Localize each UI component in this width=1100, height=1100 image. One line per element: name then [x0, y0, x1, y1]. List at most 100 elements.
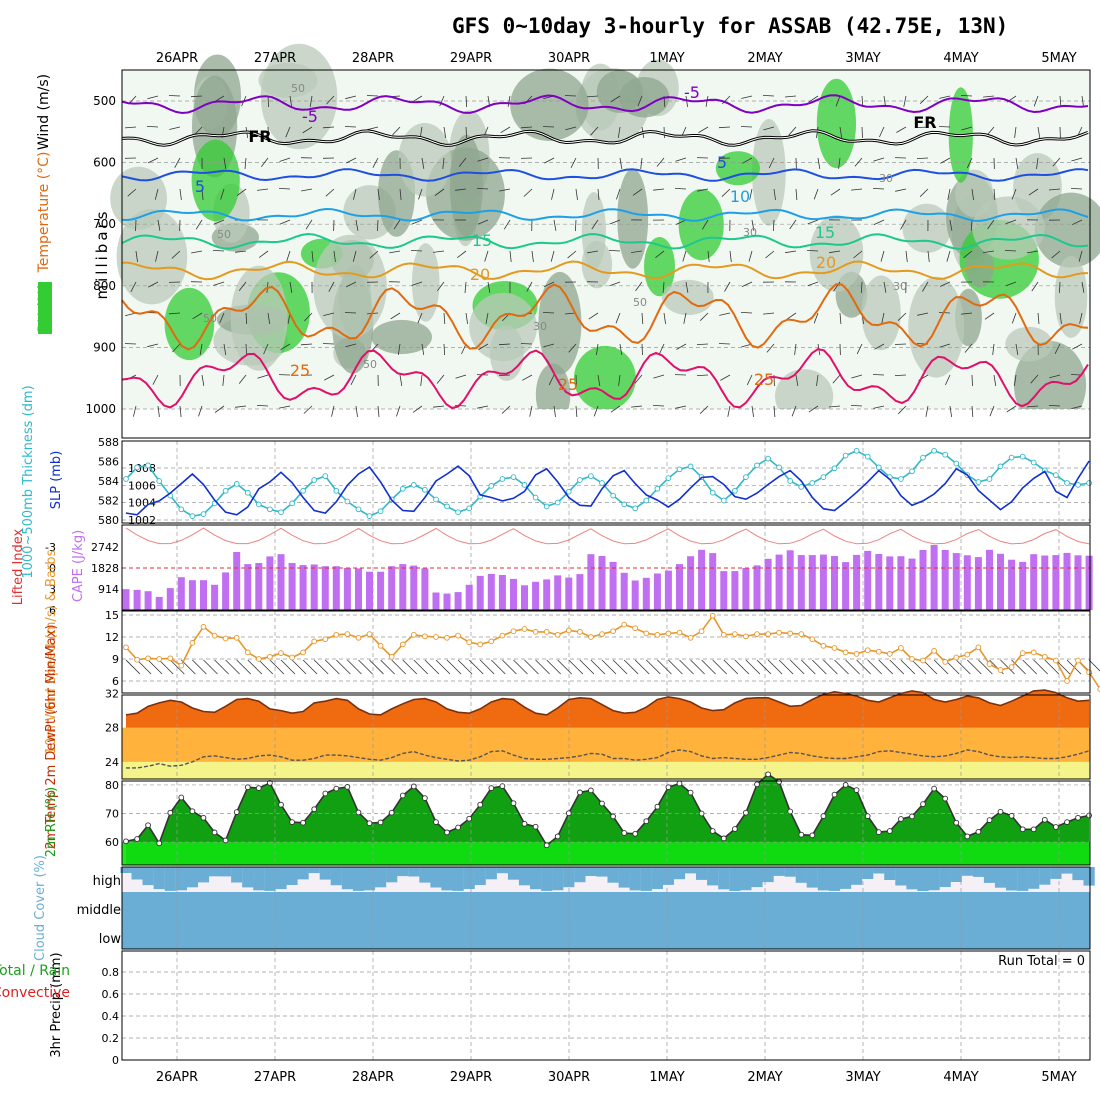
- wind-barb: [1079, 312, 1083, 324]
- top-date-label: 28APR: [352, 51, 394, 66]
- wind-barb: [201, 374, 205, 386]
- wind-barb: [872, 188, 885, 190]
- cloud-high-bar: [375, 867, 387, 888]
- rh-point: [366, 820, 373, 827]
- wind-barb: [124, 343, 137, 345]
- temp-tick: 28: [105, 722, 119, 735]
- rh-point: [355, 809, 362, 816]
- wind-speed-point: [355, 634, 362, 641]
- cape-bar: [709, 553, 717, 610]
- rh-point: [123, 838, 129, 845]
- bottom-date-label: 2MAY: [747, 1070, 782, 1085]
- thickness-point: [222, 487, 229, 494]
- cape-bar: [388, 566, 396, 610]
- cape-bar: [819, 554, 827, 610]
- rh-point: [610, 813, 616, 820]
- wind-barb: [861, 126, 863, 139]
- cape-bar: [997, 553, 1004, 610]
- temp-label: 25: [558, 375, 578, 394]
- wind-barb: [742, 157, 753, 164]
- wind-barb: [854, 157, 863, 167]
- rh-point: [709, 828, 716, 834]
- cape-bar: [266, 556, 274, 610]
- wind-barb: [1033, 95, 1039, 107]
- wind-barb: [263, 343, 269, 355]
- thickness-point: [1030, 459, 1037, 466]
- temp-contour: [121, 168, 1089, 182]
- wind-barb: [632, 188, 643, 196]
- wind-barb: [1051, 250, 1061, 259]
- wind-barb: [442, 157, 445, 169]
- wind-barb: [219, 312, 225, 324]
- temp-label: -5: [684, 83, 700, 102]
- wind-barb: [718, 157, 731, 159]
- cape-bar: [908, 558, 916, 610]
- wind-speed-point: [964, 651, 971, 658]
- cloud-high-bar: [596, 867, 608, 877]
- wind-barb: [485, 312, 489, 324]
- wind-barb: [834, 659, 849, 675]
- wind-speed-point: [776, 629, 782, 636]
- precip-panel-frame: [121, 950, 1091, 1061]
- wind-barb: [919, 188, 929, 197]
- thickness-point: [233, 481, 240, 487]
- wind-speed-point: [200, 623, 207, 630]
- cape-bar: [664, 570, 672, 610]
- wind-barb: [502, 659, 517, 675]
- cloud-high-bar: [463, 867, 475, 889]
- wind-barb: [905, 250, 908, 262]
- wind-barb: [1015, 343, 1019, 355]
- wind-barb: [1027, 250, 1039, 254]
- wind-barb: [302, 659, 318, 675]
- wind-barb: [835, 95, 841, 107]
- wind-barb: [433, 405, 445, 408]
- wind-barb: [390, 312, 401, 320]
- wind-speed-point: [632, 625, 639, 632]
- rh-point: [975, 828, 982, 835]
- wind-barb: [1006, 405, 1017, 413]
- wind-barb: [889, 659, 905, 675]
- wind-barb: [939, 343, 951, 348]
- temp-band-orange: [122, 727, 1090, 762]
- temp-label: 20: [470, 265, 490, 284]
- rh-point: [134, 836, 140, 842]
- rh-patch: [191, 139, 240, 222]
- wind-barb: [816, 374, 819, 386]
- cloud-high-bar: [994, 867, 1007, 888]
- wind-barb: [192, 659, 207, 675]
- wind-barb: [619, 343, 623, 355]
- cloud-high-bar: [862, 867, 874, 879]
- wind-barb: [949, 219, 953, 231]
- rh-point: [986, 817, 993, 823]
- cape-bar: [1019, 561, 1027, 610]
- wind-barb: [201, 188, 204, 200]
- thickness-point: [499, 476, 506, 482]
- cape-tick: 914: [98, 583, 119, 596]
- wind-barb: [507, 95, 511, 107]
- cloud-high-bar: [851, 867, 863, 885]
- rh-point: [643, 818, 650, 825]
- wind-barb: [679, 659, 694, 675]
- rh-patch: [678, 189, 724, 261]
- wind-barb: [897, 312, 907, 321]
- wind-barb: [823, 659, 838, 675]
- bottom-date-label: 1MAY: [649, 1070, 684, 1085]
- wind-speed-point: [765, 631, 771, 637]
- cape-bar: [200, 580, 207, 610]
- rh-point: [510, 800, 517, 807]
- rh-line: [125, 773, 1090, 847]
- wind-barb: [631, 405, 643, 408]
- cape-bar: [454, 592, 462, 610]
- wind-barb: [194, 126, 203, 136]
- wind-barb: [169, 126, 181, 130]
- wind-barb: [146, 126, 159, 128]
- temp-line: [125, 689, 1090, 716]
- wind-barb: [542, 312, 555, 314]
- wind-barb: [676, 343, 687, 350]
- cape-bar: [764, 558, 772, 610]
- wind-barb: [503, 219, 511, 230]
- rh-point: [953, 819, 960, 826]
- wind-barb: [675, 219, 687, 225]
- temp-label: 5: [717, 153, 727, 172]
